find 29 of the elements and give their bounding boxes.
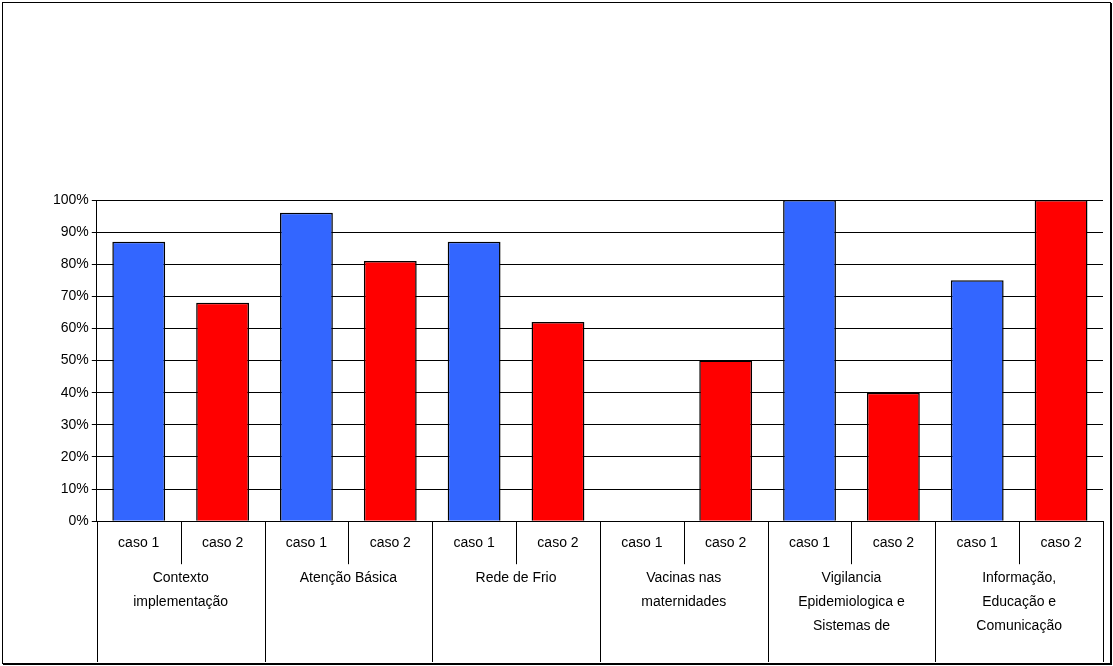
x-tick-label: caso 2 (872, 534, 915, 551)
x-tick-label: caso 2 (1040, 534, 1082, 551)
x-tick-label: caso 2 (537, 534, 579, 551)
x-tick-label: caso 2 (369, 534, 412, 551)
y-tick-label: 0% (68, 512, 89, 529)
text: Vacinas nas maternidades (641, 569, 727, 610)
x-tick-label: caso 2 (201, 534, 244, 551)
x-tick-label: caso 1 (285, 534, 328, 551)
x-tick-label: caso 2 (705, 534, 747, 551)
y-tick-label: 20% (60, 447, 89, 464)
x-tick-label: caso 1 (118, 534, 160, 551)
y-tick-label: 80% (60, 255, 89, 272)
y-tick-label: 30% (60, 415, 89, 432)
text: Atenção Básica (299, 569, 398, 586)
y-tick-label: 10% (60, 479, 89, 496)
x-tick-label: caso 1 (956, 534, 999, 551)
y-tick-label: 90% (60, 222, 89, 239)
y-tick-label: 100% (52, 190, 89, 207)
x-tick-label: caso 1 (453, 534, 495, 551)
y-tick-label: 40% (60, 383, 89, 400)
x-tick-label: caso 1 (788, 534, 831, 551)
y-tick-label: 70% (60, 287, 89, 304)
text: Vigilancia Epidemiologica e Sistemas de (798, 569, 905, 634)
text: Informação, Educação e Comunicação (976, 569, 1063, 634)
y-tick-label: 50% (60, 351, 89, 368)
text: Contexto implementação (133, 569, 229, 610)
y-tick-label: 60% (60, 319, 89, 336)
text: Rede de Frio (475, 569, 557, 586)
x-tick-label: caso 1 (621, 534, 663, 551)
